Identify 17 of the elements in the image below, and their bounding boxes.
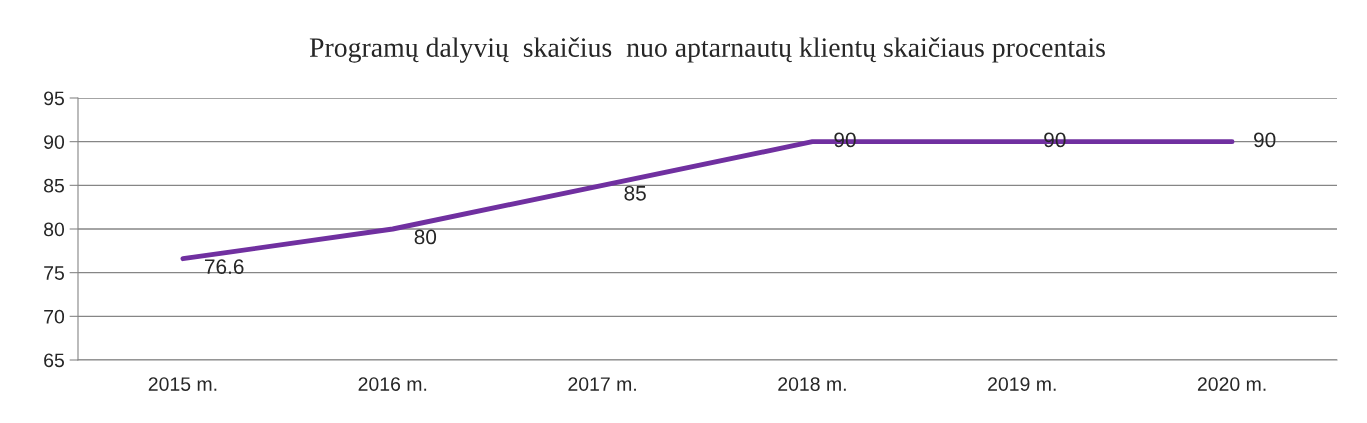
y-tick-label: 70 [44,309,65,324]
y-tick-label: 75 [44,266,64,280]
data-label: 76.6 [204,259,244,274]
y-tick-label: 80 [44,222,65,237]
x-tick-label: 2020 m. [1197,377,1266,391]
x-tick-label: 2017 m. [568,377,636,391]
chart-title: Programų dalyvių skaičius nuo aptarnautų klientų skaičiaus procentais [309,37,1105,63]
x-tick-label: 2018 m. [778,377,846,391]
y-tick-label: 95 [44,91,64,106]
y-tick-label: 65 [44,353,64,368]
y-tick-label: 90 [44,135,65,149]
x-tick-label: 2015 m. [148,377,217,391]
data-label: 80 [414,229,437,245]
x-tick-label: 2016 m. [358,377,427,391]
x-tick-label: 2019 m. [988,377,1056,391]
data-label: 85 [624,185,646,201]
y-tick-label: 85 [44,178,64,193]
